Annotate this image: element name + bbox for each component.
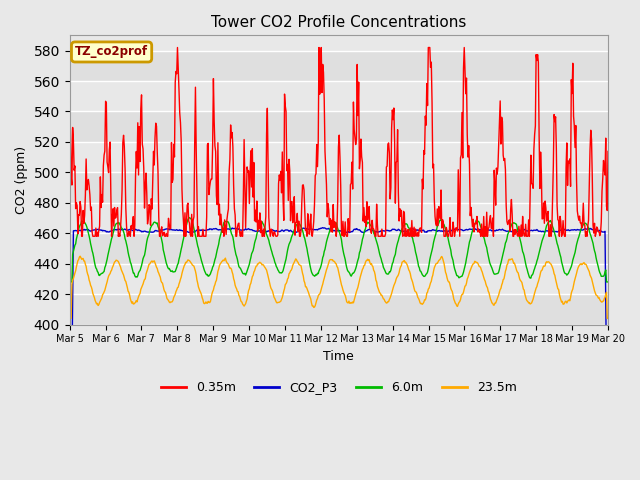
23.5m	[76, 254, 83, 260]
6.0m	[186, 215, 193, 220]
6.0m	[405, 225, 413, 231]
23.5m	[405, 267, 413, 273]
CO2_P3	[131, 227, 139, 233]
23.5m	[420, 297, 428, 303]
6.0m	[420, 274, 428, 279]
CO2_P3	[214, 227, 221, 232]
CO2_P3	[420, 229, 428, 235]
Line: 0.35m: 0.35m	[70, 48, 608, 236]
0.35m	[406, 233, 413, 239]
6.0m	[215, 241, 223, 247]
X-axis label: Time: Time	[323, 350, 354, 363]
6.0m	[604, 279, 612, 285]
6.0m	[186, 216, 194, 221]
23.5m	[132, 300, 140, 305]
CO2_P3	[405, 227, 413, 233]
Text: TZ_co2prof: TZ_co2prof	[75, 46, 148, 59]
Bar	[70, 50, 608, 81]
23.5m	[66, 315, 74, 321]
Bar	[70, 294, 608, 324]
0.35m	[422, 113, 429, 119]
0.35m	[132, 172, 140, 178]
0.35m	[187, 233, 195, 239]
0.35m	[604, 148, 612, 154]
Legend: 0.35m, CO2_P3, 6.0m, 23.5m: 0.35m, CO2_P3, 6.0m, 23.5m	[156, 376, 522, 399]
0.35m	[78, 233, 86, 239]
Line: 23.5m: 23.5m	[70, 256, 608, 318]
Line: CO2_P3: CO2_P3	[70, 228, 608, 480]
Y-axis label: CO2 (ppm): CO2 (ppm)	[15, 146, 28, 214]
CO2_P3	[76, 228, 83, 233]
CO2_P3	[186, 229, 193, 235]
6.0m	[131, 273, 139, 278]
Bar	[70, 172, 608, 203]
0.35m	[76, 212, 83, 218]
23.5m	[215, 266, 223, 272]
6.0m	[66, 279, 74, 285]
0.35m	[66, 120, 74, 126]
Bar	[70, 111, 608, 142]
0.35m	[173, 45, 181, 50]
Title: Tower CO2 Profile Concentrations: Tower CO2 Profile Concentrations	[211, 15, 467, 30]
Line: 6.0m: 6.0m	[70, 217, 608, 282]
6.0m	[76, 224, 83, 229]
0.35m	[216, 202, 223, 207]
23.5m	[604, 315, 612, 321]
23.5m	[76, 253, 84, 259]
CO2_P3	[319, 225, 326, 230]
23.5m	[186, 259, 194, 264]
Bar	[70, 233, 608, 264]
